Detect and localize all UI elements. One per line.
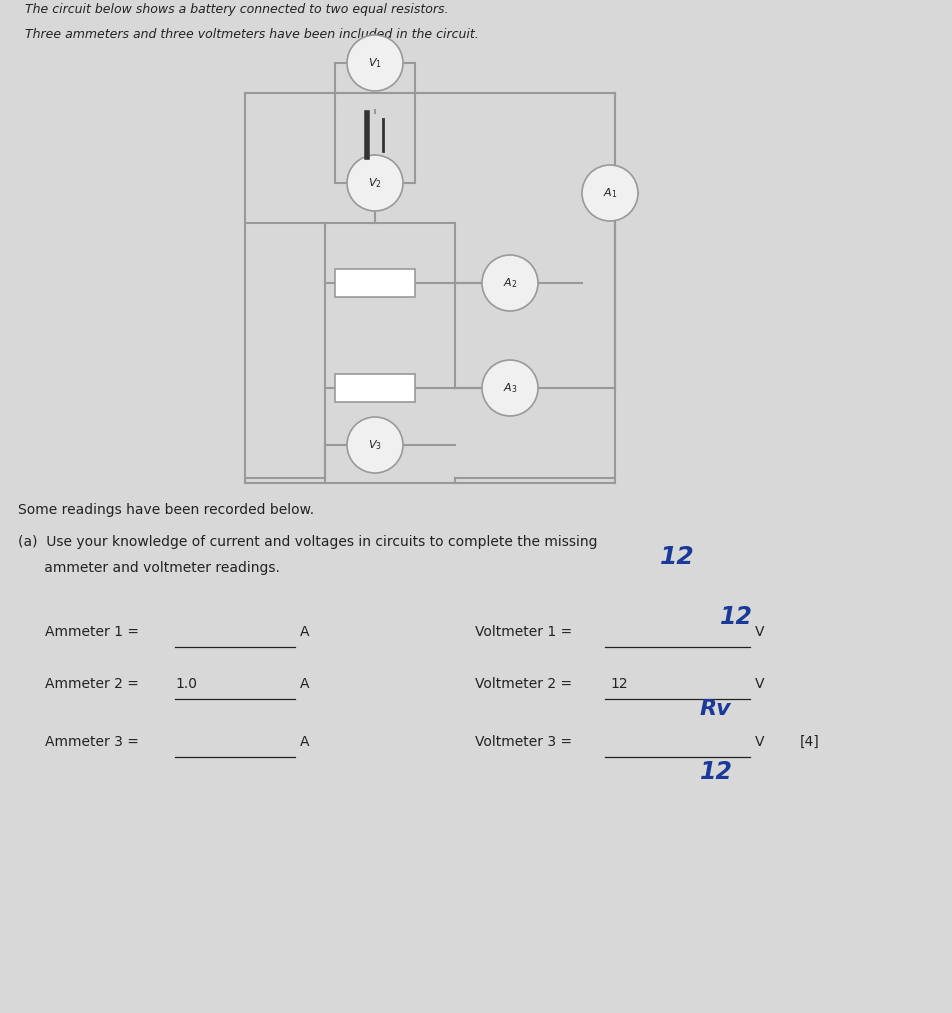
- Text: Ammeter 2 =: Ammeter 2 =: [45, 677, 143, 691]
- Text: $A_3$: $A_3$: [503, 381, 517, 395]
- Text: Ammeter 1 =: Ammeter 1 =: [45, 625, 144, 639]
- Text: 12: 12: [720, 605, 753, 629]
- Text: Voltmeter 2 =: Voltmeter 2 =: [475, 677, 577, 691]
- Text: V: V: [755, 735, 764, 749]
- Text: $V_3$: $V_3$: [368, 438, 382, 452]
- Text: 1.0: 1.0: [175, 677, 197, 691]
- Text: ammeter and voltmeter readings.: ammeter and voltmeter readings.: [18, 561, 280, 575]
- Text: (a)  Use your knowledge of current and voltages in circuits to complete the miss: (a) Use your knowledge of current and vo…: [18, 535, 598, 549]
- Text: $V_1$: $V_1$: [368, 56, 382, 70]
- Text: 12: 12: [700, 760, 733, 784]
- Text: The circuit below shows a battery connected to two equal resistors.: The circuit below shows a battery connec…: [25, 3, 448, 16]
- Circle shape: [482, 255, 538, 311]
- Text: Rv: Rv: [700, 699, 732, 719]
- Text: Voltmeter 3 =: Voltmeter 3 =: [475, 735, 577, 749]
- Text: Some readings have been recorded below.: Some readings have been recorded below.: [18, 503, 314, 517]
- Text: [4]: [4]: [800, 735, 820, 749]
- Circle shape: [482, 360, 538, 416]
- Text: $V_2$: $V_2$: [368, 176, 382, 189]
- Text: A: A: [300, 625, 309, 639]
- Text: A: A: [300, 677, 309, 691]
- Text: V: V: [755, 677, 764, 691]
- Text: 12: 12: [610, 677, 627, 691]
- Text: $A_1$: $A_1$: [603, 186, 617, 200]
- Text: Voltmeter 1 =: Voltmeter 1 =: [475, 625, 577, 639]
- Text: Three ammeters and three voltmeters have been included in the circuit.: Three ammeters and three voltmeters have…: [25, 28, 479, 41]
- Text: $A_2$: $A_2$: [503, 277, 517, 290]
- Text: V: V: [755, 625, 764, 639]
- Circle shape: [582, 165, 638, 221]
- Bar: [335, 374, 415, 402]
- Circle shape: [347, 35, 403, 91]
- Text: 12: 12: [660, 545, 695, 569]
- Circle shape: [347, 155, 403, 211]
- Text: Ammeter 3 =: Ammeter 3 =: [45, 735, 143, 749]
- Text: A: A: [300, 735, 309, 749]
- Bar: [335, 269, 415, 297]
- Circle shape: [347, 417, 403, 473]
